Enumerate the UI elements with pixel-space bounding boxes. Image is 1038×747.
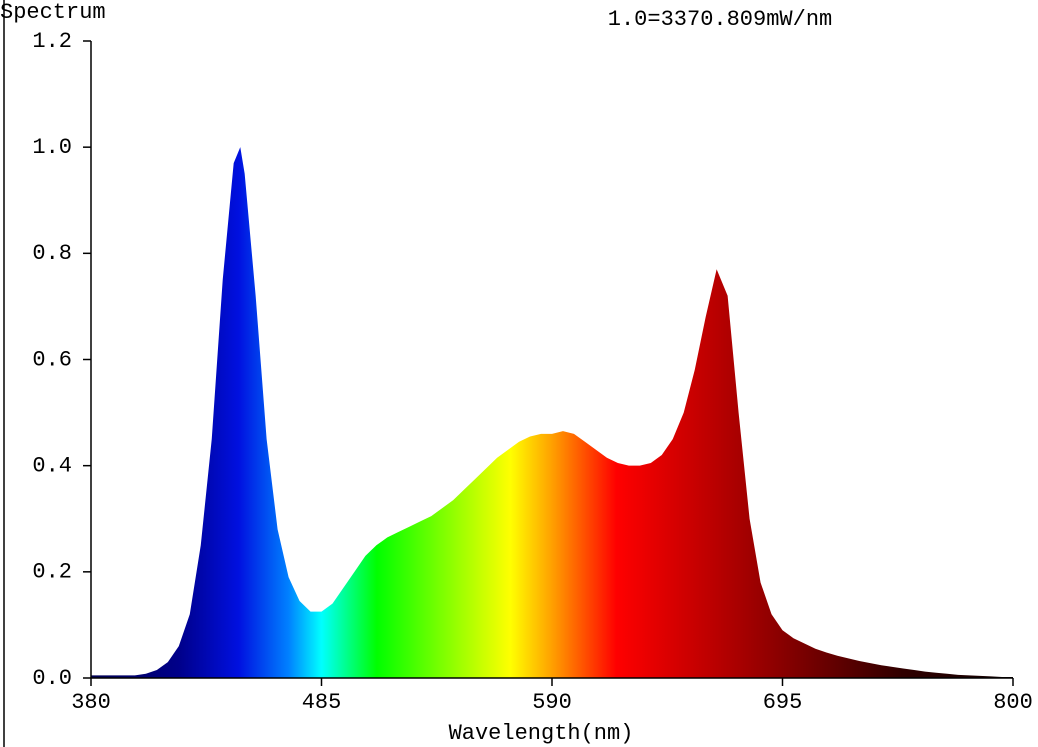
x-tick-label: 590 xyxy=(532,690,572,715)
x-tick-label: 800 xyxy=(993,690,1033,715)
chart-subtitle: 1.0=3370.809mW/nm xyxy=(608,7,832,32)
y-tick-label: 0.6 xyxy=(32,347,72,372)
y-tick-label: 0.2 xyxy=(32,560,72,585)
chart-title: Spectrum xyxy=(0,0,106,25)
y-tick-label: 0.0 xyxy=(32,666,72,691)
y-tick-label: 1.0 xyxy=(32,135,72,160)
x-tick-label: 380 xyxy=(71,690,111,715)
x-tick-label: 485 xyxy=(302,690,342,715)
y-tick-label: 1.2 xyxy=(32,29,72,54)
spectrum-area xyxy=(91,147,1013,678)
y-tick-label: 0.8 xyxy=(32,241,72,266)
x-axis-label: Wavelength(nm) xyxy=(449,721,634,746)
y-tick-label: 0.4 xyxy=(32,453,72,478)
x-tick-label: 695 xyxy=(763,690,803,715)
